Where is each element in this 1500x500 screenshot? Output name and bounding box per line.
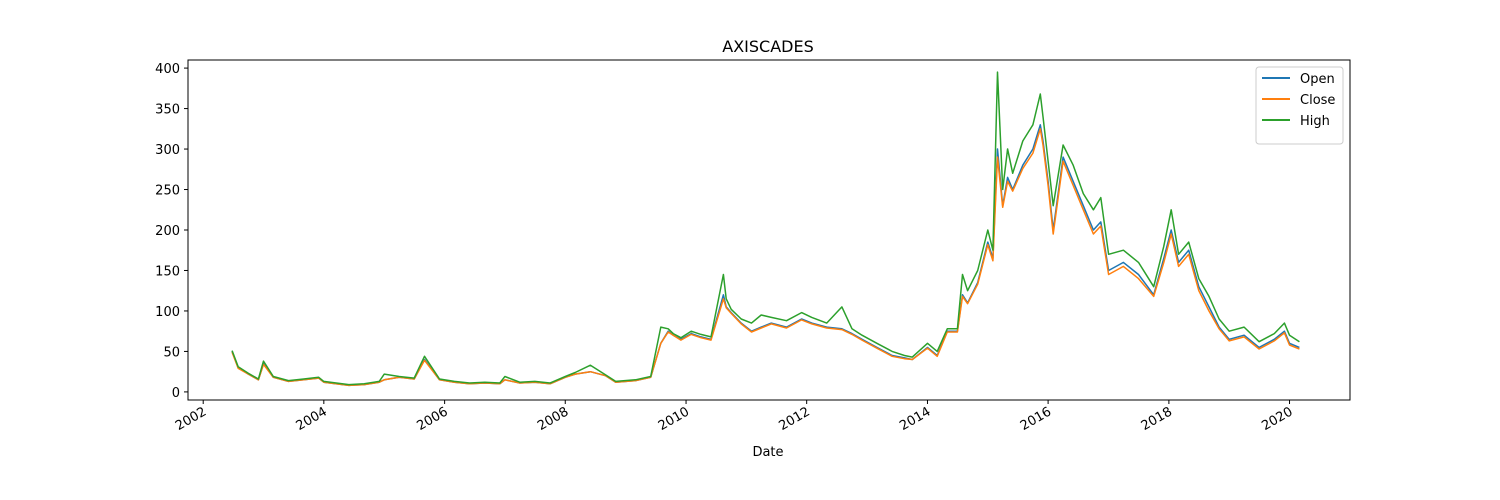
y-axis: 0 50 100 150 200 250 300 350 400 bbox=[155, 62, 188, 401]
legend-label-close: Close bbox=[1300, 93, 1335, 108]
legend: Open Close High bbox=[1255, 66, 1344, 145]
x-tick-label: 2006 bbox=[414, 404, 450, 434]
x-tick-label: 2008 bbox=[535, 404, 571, 434]
y-tick-label: 250 bbox=[155, 184, 180, 199]
y-tick-label: 150 bbox=[155, 264, 180, 279]
x-tick-label: 2004 bbox=[294, 404, 330, 434]
series-line-open bbox=[231, 124, 1300, 387]
x-tick-label: 2002 bbox=[173, 404, 209, 434]
y-tick-label: 100 bbox=[155, 305, 180, 320]
x-axis-label: Date bbox=[752, 445, 783, 460]
x-tick-label: 2014 bbox=[897, 404, 933, 434]
series-line-close bbox=[231, 128, 1300, 387]
chart-title: AXISCADES bbox=[722, 37, 813, 56]
legend-label-open: Open bbox=[1300, 72, 1335, 87]
legend-box bbox=[1255, 66, 1344, 145]
x-tick-label: 2020 bbox=[1259, 404, 1295, 434]
series-lines bbox=[231, 71, 1300, 387]
x-axis: 2002 2004 2006 2008 2010 2012 2014 2016 2018 2020 bbox=[173, 400, 1296, 434]
x-tick-label: 2016 bbox=[1018, 404, 1054, 434]
y-tick-label: 300 bbox=[155, 143, 180, 158]
y-tick-label: 400 bbox=[155, 62, 180, 77]
x-tick-label: 2018 bbox=[1139, 404, 1175, 434]
legend-label-high: High bbox=[1300, 114, 1330, 129]
x-tick-label: 2010 bbox=[656, 404, 692, 434]
y-tick-label: 200 bbox=[155, 224, 180, 239]
y-tick-label: 50 bbox=[163, 345, 180, 360]
x-tick-label: 2012 bbox=[777, 404, 813, 434]
plot-frame bbox=[187, 59, 1351, 401]
y-tick-label: 350 bbox=[155, 103, 180, 118]
series-line-high bbox=[231, 71, 1300, 386]
y-tick-label: 0 bbox=[172, 386, 180, 401]
